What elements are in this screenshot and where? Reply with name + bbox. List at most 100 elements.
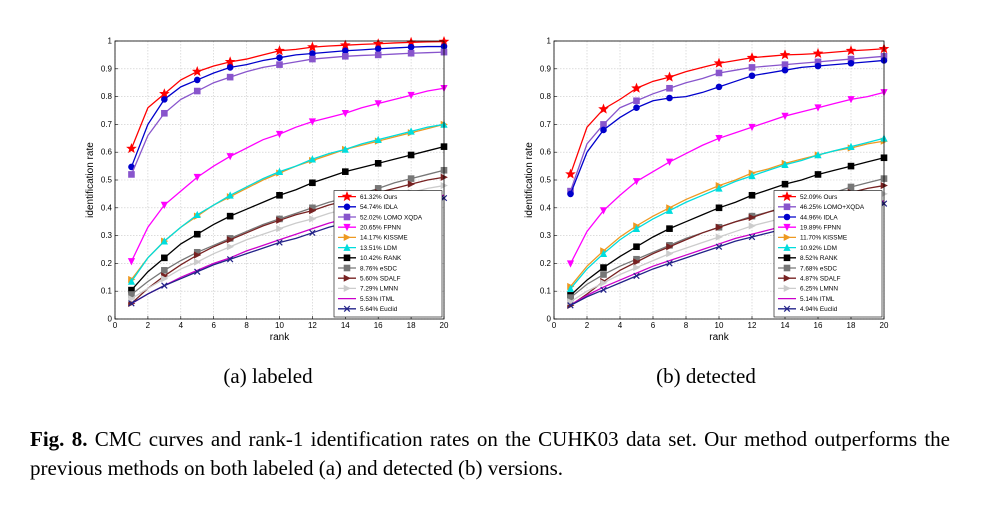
data-point xyxy=(600,271,607,278)
legend-entry: 8.52% RANK xyxy=(800,255,838,262)
series-line xyxy=(569,55,885,192)
data-point xyxy=(779,49,791,60)
legend-swatch-marker xyxy=(783,243,791,251)
legend-swatch-marker xyxy=(783,284,791,293)
legend-swatch-marker xyxy=(341,191,353,202)
data-point xyxy=(309,229,316,237)
caption-text: CMC curves and rank-1 identification rat… xyxy=(30,427,950,480)
data-point xyxy=(715,135,723,143)
data-point xyxy=(599,249,608,257)
data-point xyxy=(274,45,285,56)
data-point xyxy=(275,167,284,175)
series-line xyxy=(130,123,445,282)
data-point xyxy=(781,61,789,68)
legend-entry: 10.92% LDM xyxy=(800,245,837,252)
data-point xyxy=(746,52,758,63)
data-point xyxy=(374,51,382,59)
y-tick-label: 0 xyxy=(108,315,113,324)
data-point xyxy=(194,268,201,275)
data-point xyxy=(781,112,789,120)
data-point xyxy=(814,151,822,159)
x-axis-label: rank xyxy=(270,332,290,343)
data-point xyxy=(407,180,416,188)
data-point xyxy=(715,69,723,77)
data-point xyxy=(600,286,607,294)
subcaption-labeled: (a) labeled xyxy=(223,364,313,388)
legend-entry: 5.60% SDALF xyxy=(360,276,401,283)
series-line xyxy=(130,45,444,168)
data-point xyxy=(160,201,168,209)
data-point xyxy=(748,72,756,80)
series-5 xyxy=(127,120,448,285)
data-point xyxy=(633,97,640,105)
x-tick-label: 6 xyxy=(211,321,216,330)
data-point xyxy=(161,96,168,103)
series-line xyxy=(569,91,885,264)
y-tick-label: 0.4 xyxy=(540,203,552,212)
data-point xyxy=(566,260,575,268)
y-axis-label: identification rate xyxy=(524,142,535,218)
data-point xyxy=(407,43,415,51)
series-line xyxy=(130,87,445,262)
y-tick-label: 0.6 xyxy=(101,148,113,157)
legend-swatch-marker xyxy=(343,274,351,282)
data-point xyxy=(374,45,382,53)
x-tick-label: 2 xyxy=(146,321,151,330)
x-axis-label: rank xyxy=(709,332,729,343)
data-point xyxy=(193,173,201,182)
caption-label: Fig. 8. xyxy=(30,427,88,451)
data-point xyxy=(748,233,756,241)
data-point xyxy=(715,233,723,241)
legend-swatch-marker xyxy=(783,254,791,262)
data-point xyxy=(666,225,673,232)
data-point xyxy=(715,83,723,91)
legend-swatch-marker xyxy=(783,305,791,313)
legend: 52.09% Ours 46.25% LOMO+XQDA 44.96% IDLA 19… xyxy=(773,190,883,318)
data-point xyxy=(632,178,641,186)
data-point xyxy=(276,216,284,224)
y-axis-label: identification rate xyxy=(85,142,96,218)
legend-entry: 46.25% LOMO+XQDA xyxy=(800,204,865,211)
legend-swatch-marker xyxy=(343,264,351,272)
data-point xyxy=(715,243,723,250)
data-point xyxy=(128,300,135,307)
legend-entry: 14.17% KISSME xyxy=(360,235,408,242)
data-point xyxy=(715,204,723,212)
data-point xyxy=(193,76,201,84)
legend-box xyxy=(333,190,443,318)
data-point xyxy=(374,135,382,143)
data-point xyxy=(342,52,349,60)
data-point xyxy=(748,222,756,230)
series-line xyxy=(569,48,885,175)
x-tick-label: 18 xyxy=(407,321,416,330)
data-point xyxy=(126,143,137,154)
series-6 xyxy=(128,143,448,294)
data-point xyxy=(845,45,857,56)
legend-entry: 6.25% LMNN xyxy=(800,286,838,293)
data-point xyxy=(666,250,674,258)
data-point xyxy=(309,179,316,187)
data-point xyxy=(127,277,136,285)
chart-detected: 0 2 4 6 8 10 12 14 16 18 20 0 0.1 0.2 0.3 0.4 0.5 0.6 0.7 0… xyxy=(524,37,890,343)
y-tick-label: 0.6 xyxy=(540,148,552,157)
x-tick-label: 16 xyxy=(374,321,383,330)
data-point xyxy=(847,142,855,150)
data-point xyxy=(600,126,607,134)
data-point xyxy=(598,103,609,114)
data-point xyxy=(342,168,349,175)
legend-entry: 20.65% FPNN xyxy=(360,225,401,232)
data-point xyxy=(407,175,415,182)
y-tick-label: 0.2 xyxy=(540,259,552,268)
legend-entry: 4.87% SDALF xyxy=(800,276,841,283)
data-point xyxy=(631,82,642,93)
data-point xyxy=(847,96,855,104)
data-point xyxy=(308,155,317,163)
data-point xyxy=(275,130,284,139)
data-point xyxy=(308,118,317,126)
series-0 xyxy=(126,35,450,154)
data-point xyxy=(748,123,756,132)
legend-swatch-marker xyxy=(343,233,351,242)
legend-entry: 8.76% eSDC xyxy=(360,265,397,272)
data-point xyxy=(309,50,316,57)
data-point xyxy=(632,224,641,232)
